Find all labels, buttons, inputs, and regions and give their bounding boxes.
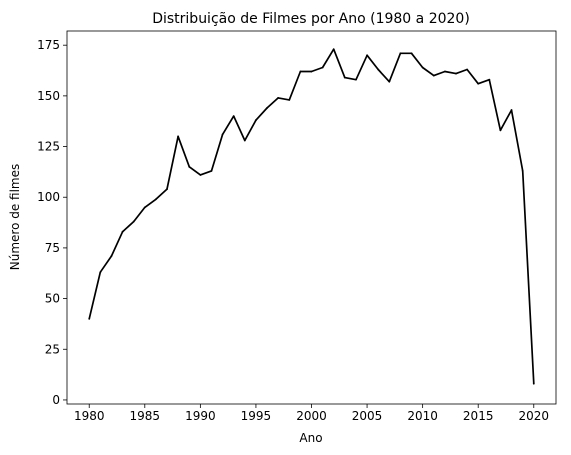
data-point	[310, 70, 313, 73]
data-point	[277, 96, 280, 99]
y-tick-label: 100	[37, 190, 60, 204]
x-tick-label: 1985	[130, 409, 161, 423]
x-tick-label: 1980	[74, 409, 105, 423]
data-point	[432, 74, 435, 77]
data-point	[499, 129, 502, 132]
data-point	[266, 107, 268, 109]
data-point	[177, 135, 180, 138]
data-point	[255, 119, 257, 122]
data-point	[299, 70, 302, 73]
series-line	[88, 48, 535, 384]
series-layer	[88, 48, 535, 385]
data-point	[188, 165, 191, 168]
data-point	[288, 99, 291, 101]
data-point	[421, 66, 424, 69]
data-point	[121, 230, 124, 233]
data-point	[143, 206, 146, 209]
data-point	[232, 115, 235, 118]
x-tick-label: 1995	[241, 409, 272, 423]
y-tick-label: 25	[45, 342, 60, 356]
x-tick-label: 2000	[296, 409, 327, 423]
data-point	[355, 78, 357, 81]
data-point	[343, 76, 346, 79]
data-point	[99, 271, 102, 274]
plot-area-frame	[66, 30, 557, 405]
data-point	[366, 54, 368, 57]
x-axis-label: Ano	[299, 431, 322, 445]
data-point	[443, 70, 446, 73]
data-point	[155, 198, 157, 201]
data-point	[199, 174, 202, 176]
data-point	[132, 220, 135, 223]
data-point	[521, 169, 524, 172]
data-point	[510, 109, 513, 111]
x-axis: 1980 1985 1990 1995 2000 2005 2010 2015 2020	[74, 404, 549, 423]
y-tick-label: 175	[37, 38, 60, 52]
data-point	[466, 68, 468, 71]
data-point	[532, 382, 535, 385]
data-point	[210, 169, 213, 172]
data-point	[399, 52, 402, 55]
data-point	[221, 133, 224, 136]
data-point	[110, 255, 113, 257]
data-point	[410, 52, 413, 55]
x-tick-label: 2020	[518, 409, 549, 423]
data-point	[488, 78, 491, 81]
chart-title: Distribuição de Filmes por Ano (1980 a 2…	[152, 11, 470, 27]
data-point	[477, 82, 480, 85]
x-tick-label: 1990	[185, 409, 216, 423]
data-point	[332, 48, 335, 51]
y-tick-label: 50	[45, 292, 60, 306]
y-axis-label: Número de filmes	[8, 164, 22, 271]
y-tick-label: 150	[37, 89, 60, 103]
x-tick-label: 2010	[407, 409, 438, 423]
y-tick-label: 0	[52, 393, 60, 407]
y-tick-label: 125	[37, 140, 60, 154]
y-tick-label: 75	[45, 241, 60, 255]
data-point	[88, 317, 91, 320]
data-point	[377, 68, 380, 71]
data-point	[243, 139, 246, 142]
data-point	[388, 80, 391, 83]
y-axis: 0 25 50 75 100 125 150 175	[37, 38, 67, 407]
data-point	[455, 72, 457, 75]
data-point	[166, 188, 168, 191]
x-tick-label: 2005	[352, 409, 383, 423]
data-point	[321, 66, 324, 69]
x-tick-label: 2015	[463, 409, 494, 423]
